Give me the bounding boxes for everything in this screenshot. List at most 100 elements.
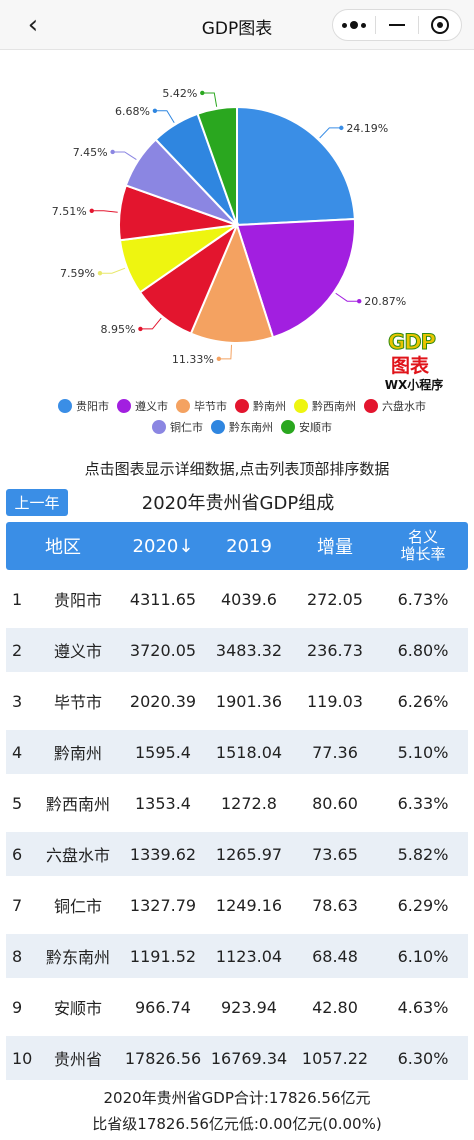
cell-region: 黔西南州	[45, 795, 110, 814]
pie-slice[interactable]	[235, 217, 356, 339]
pie-value-label: 6.68%	[115, 105, 150, 118]
cell-growth: 5.10%	[397, 742, 449, 762]
legend-label: 安顺市	[299, 421, 332, 434]
table-row[interactable]: 9 安顺市 966.74 923.94 42.80 4.63%	[6, 985, 468, 1029]
cell-rank: 10	[12, 1048, 33, 1068]
header-region[interactable]: 地区	[45, 537, 81, 558]
cell-2019: 16769.34	[210, 1048, 288, 1068]
menu-capsule	[332, 9, 462, 41]
pie-value-label: 7.51%	[52, 205, 87, 218]
legend-item[interactable]: 黔南州	[235, 398, 286, 414]
legend-item[interactable]: 六盘水市	[364, 398, 426, 414]
cell-region: 贵阳市	[53, 591, 102, 610]
legend-label: 黔西南州	[312, 400, 356, 413]
legend-item[interactable]: 黔东南州	[211, 419, 273, 435]
cell-2020: 2020.39	[129, 691, 197, 711]
cell-2020: 1339.62	[129, 844, 197, 864]
cell-2019: 1272.8	[221, 793, 277, 813]
table-body: 1 贵阳市 4311.65 4039.6 272.05 6.73% 2 遵义市 3720.05 3…	[6, 577, 468, 1080]
cell-growth: 6.29%	[397, 895, 449, 915]
cell-2019: 3483.32	[215, 640, 283, 660]
pie-value-label: 8.95%	[100, 323, 135, 336]
label-leader-line	[335, 292, 360, 302]
header-2019[interactable]: 2019	[226, 535, 272, 557]
cell-rank: 3	[12, 691, 23, 711]
cell-rank: 2	[12, 640, 23, 660]
logo-chart-text: 图表	[391, 355, 430, 377]
legend-item[interactable]: 安顺市	[281, 419, 332, 435]
cell-2019: 4039.6	[221, 589, 277, 609]
legend-row: 铜仁市 黔东南州 安顺市	[22, 419, 462, 435]
label-leader-dot	[89, 208, 94, 213]
label-leader-line	[91, 210, 118, 213]
gdp-pie-chart[interactable]: 24.19% 20.87% 11.33% 8.95% 7.59% 7.51% 7.45% 6.…	[0, 52, 474, 402]
cell-region: 安顺市	[53, 999, 102, 1018]
legend-item[interactable]: 遵义市	[117, 398, 168, 414]
cell-growth: 6.73%	[397, 589, 449, 609]
cell-increase: 119.03	[307, 691, 363, 711]
minus-icon[interactable]	[376, 10, 418, 40]
label-leader-line	[218, 344, 232, 360]
header-growth-rate[interactable]: 名义 增长率	[378, 529, 468, 563]
page-title: GDP图表	[201, 19, 273, 39]
pie-slice[interactable]	[196, 105, 238, 226]
table-row[interactable]: 8 黔东南州 1191.52 1123.04 68.48 6.10%	[6, 934, 468, 978]
table-row[interactable]: 10 贵州省 17826.56 16769.34 1057.22 6.30%	[6, 1036, 468, 1080]
cell-growth: 6.26%	[397, 691, 449, 711]
legend-dot	[281, 420, 295, 434]
pie-value-label: 5.42%	[162, 87, 197, 100]
cell-increase: 78.63	[312, 895, 358, 915]
cell-rank: 9	[12, 997, 23, 1017]
prev-year-button[interactable]: 上一年	[6, 489, 68, 516]
label-leader-dot	[152, 108, 158, 113]
table-row[interactable]: 5 黔西南州 1353.4 1272.8 80.60 6.33%	[6, 781, 468, 825]
label-leader-line	[202, 92, 218, 107]
cell-2020: 1327.79	[129, 895, 197, 915]
hint-text: 点击图表显示详细数据,点击列表顶部排序数据	[84, 460, 390, 478]
legend-item[interactable]: 贵阳市	[58, 398, 109, 414]
capsule-divider	[418, 16, 419, 34]
table-row[interactable]: 4 黔南州 1595.4 1518.04 77.36 5.10%	[6, 730, 468, 774]
table-row[interactable]: 1 贵阳市 4311.65 4039.6 272.05 6.73%	[6, 577, 468, 621]
pie-slice[interactable]	[189, 222, 275, 344]
legend-item[interactable]: 黔西南州	[294, 398, 356, 414]
chevron-left-icon[interactable]: ‹	[27, 10, 39, 40]
cell-increase: 77.36	[312, 742, 358, 762]
cell-rank: 7	[12, 895, 23, 915]
cell-region: 铜仁市	[53, 897, 102, 916]
legend-label: 铜仁市	[170, 421, 203, 434]
cell-region: 黔东南州	[45, 948, 110, 967]
table-row[interactable]: 6 六盘水市 1339.62 1265.97 73.65 5.82%	[6, 832, 468, 876]
cell-2019: 1518.04	[215, 742, 283, 762]
label-leader-dot	[339, 125, 344, 131]
pie-slice[interactable]	[236, 105, 356, 227]
table-header: 地区 2020↓ 2019 增量 名义 增长率	[6, 522, 468, 570]
table-row[interactable]: 7 铜仁市 1327.79 1249.16 78.63 6.29%	[6, 883, 468, 927]
label-leader-dot	[357, 299, 362, 304]
legend-dot	[58, 399, 72, 413]
cell-rank: 6	[12, 844, 23, 864]
table-row[interactable]: 3 毕节市 2020.39 1901.36 119.03 6.26%	[6, 679, 468, 723]
cell-growth: 6.33%	[397, 793, 449, 813]
more-dots-icon[interactable]	[333, 10, 375, 40]
legend-item[interactable]: 毕节市	[176, 398, 227, 414]
cell-rank: 8	[12, 946, 23, 966]
cell-rank: 4	[12, 742, 23, 762]
cell-region: 遵义市	[53, 642, 102, 661]
header-2020[interactable]: 2020↓	[132, 535, 194, 557]
legend-dot	[235, 399, 249, 413]
cell-2020: 1595.4	[135, 742, 191, 762]
target-icon[interactable]	[419, 10, 461, 40]
cell-2019: 923.94	[221, 997, 277, 1017]
chart-legend: 贵阳市 遵义市 毕节市 黔南州 黔西南州 六盘水市铜仁市 黔东南州 安顺市	[22, 398, 462, 440]
gdp-chart-logo[interactable]: GDP 图表 WX小程序	[382, 330, 448, 396]
cell-increase: 68.48	[312, 946, 358, 966]
cell-growth: 4.63%	[397, 997, 449, 1017]
cell-rank: 5	[12, 793, 23, 813]
legend-item[interactable]: 铜仁市	[152, 419, 203, 435]
pie-value-label: 11.33%	[172, 353, 214, 366]
table-row[interactable]: 2 遵义市 3720.05 3483.32 236.73 6.80%	[6, 628, 468, 672]
header-increase[interactable]: 增量	[317, 537, 353, 558]
cell-region: 贵州省	[53, 1050, 102, 1069]
logo-gdp-text: GDP	[387, 330, 436, 355]
